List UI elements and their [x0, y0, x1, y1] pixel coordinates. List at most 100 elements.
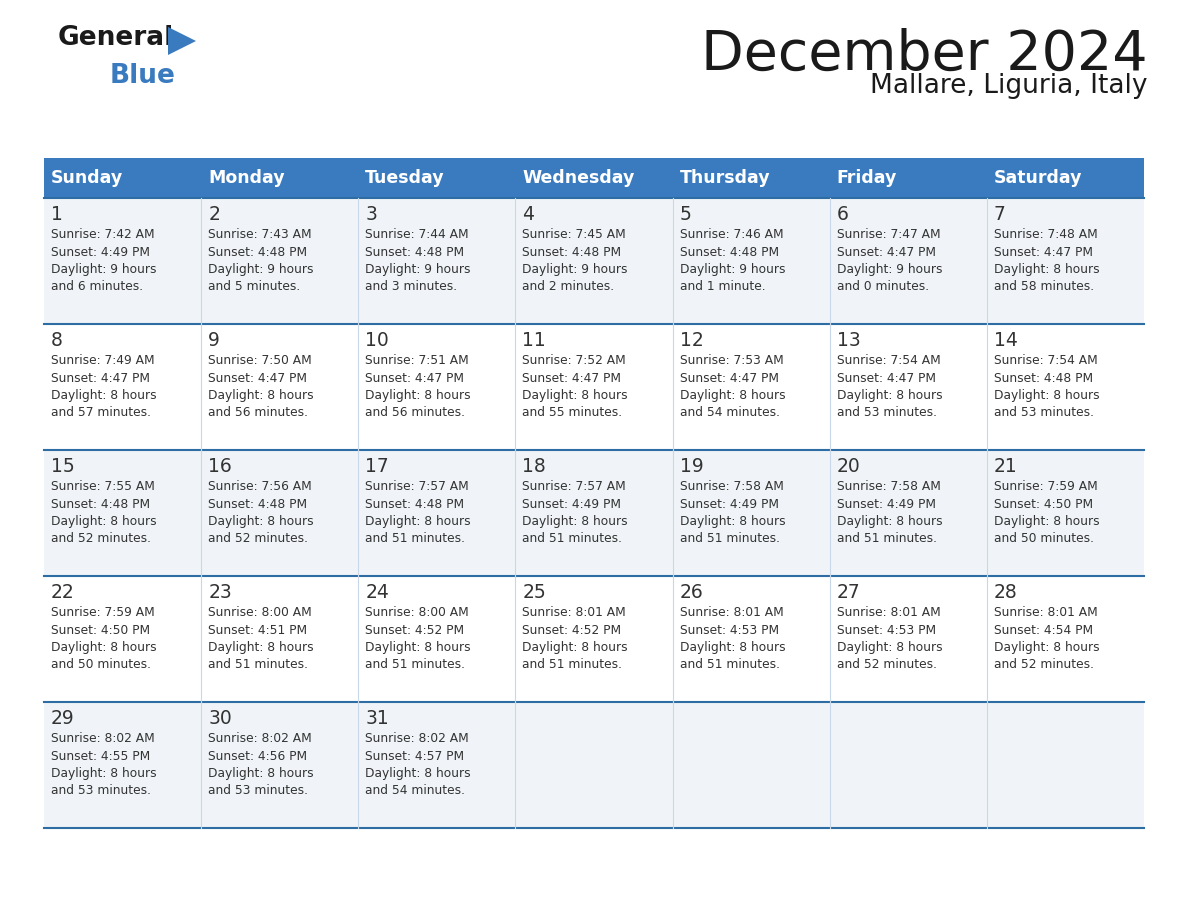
Text: Sunrise: 7:56 AM: Sunrise: 7:56 AM	[208, 480, 312, 493]
Text: Saturday: Saturday	[994, 169, 1082, 187]
Text: 16: 16	[208, 457, 232, 476]
Text: Sunrise: 7:53 AM: Sunrise: 7:53 AM	[680, 354, 783, 367]
Text: Sunset: 4:53 PM: Sunset: 4:53 PM	[680, 623, 779, 636]
Text: Sunrise: 7:58 AM: Sunrise: 7:58 AM	[836, 480, 941, 493]
Text: Daylight: 8 hours: Daylight: 8 hours	[51, 389, 157, 402]
Text: 24: 24	[366, 583, 390, 602]
Text: Sunrise: 8:01 AM: Sunrise: 8:01 AM	[680, 606, 783, 619]
Text: 18: 18	[523, 457, 546, 476]
Text: Monday: Monday	[208, 169, 285, 187]
Text: Sunset: 4:48 PM: Sunset: 4:48 PM	[366, 498, 465, 510]
Polygon shape	[168, 27, 196, 55]
Text: Sunrise: 8:01 AM: Sunrise: 8:01 AM	[994, 606, 1098, 619]
Text: 11: 11	[523, 331, 546, 350]
Text: Sunrise: 7:45 AM: Sunrise: 7:45 AM	[523, 228, 626, 241]
Bar	[44, 702, 1144, 828]
Text: Daylight: 8 hours: Daylight: 8 hours	[366, 515, 470, 528]
Text: Daylight: 8 hours: Daylight: 8 hours	[994, 263, 1100, 276]
Bar	[44, 324, 1144, 450]
Text: Sunset: 4:49 PM: Sunset: 4:49 PM	[51, 245, 150, 259]
Text: and 55 minutes.: and 55 minutes.	[523, 407, 623, 420]
Text: 31: 31	[366, 709, 390, 728]
Bar	[44, 450, 1144, 576]
Text: Sunrise: 7:54 AM: Sunrise: 7:54 AM	[994, 354, 1098, 367]
Text: Sunrise: 7:50 AM: Sunrise: 7:50 AM	[208, 354, 312, 367]
Text: Daylight: 8 hours: Daylight: 8 hours	[51, 767, 157, 780]
Text: 26: 26	[680, 583, 703, 602]
Text: Sunset: 4:57 PM: Sunset: 4:57 PM	[366, 749, 465, 763]
Text: 23: 23	[208, 583, 232, 602]
Text: and 6 minutes.: and 6 minutes.	[51, 281, 144, 294]
Text: and 2 minutes.: and 2 minutes.	[523, 281, 614, 294]
Text: 14: 14	[994, 331, 1018, 350]
Text: Sunrise: 8:00 AM: Sunrise: 8:00 AM	[208, 606, 312, 619]
Text: Sunset: 4:48 PM: Sunset: 4:48 PM	[366, 245, 465, 259]
Text: 30: 30	[208, 709, 232, 728]
Text: Sunset: 4:50 PM: Sunset: 4:50 PM	[994, 498, 1093, 510]
Text: and 3 minutes.: and 3 minutes.	[366, 281, 457, 294]
Text: Sunrise: 7:55 AM: Sunrise: 7:55 AM	[51, 480, 154, 493]
Text: Blue: Blue	[110, 63, 176, 89]
Bar	[44, 576, 1144, 702]
Text: Sunset: 4:47 PM: Sunset: 4:47 PM	[680, 372, 778, 385]
Text: Sunrise: 7:58 AM: Sunrise: 7:58 AM	[680, 480, 784, 493]
Text: 7: 7	[994, 205, 1006, 224]
Text: December 2024: December 2024	[701, 28, 1148, 82]
Text: Daylight: 8 hours: Daylight: 8 hours	[523, 389, 628, 402]
Text: Sunrise: 7:49 AM: Sunrise: 7:49 AM	[51, 354, 154, 367]
Text: Sunrise: 7:52 AM: Sunrise: 7:52 AM	[523, 354, 626, 367]
Text: 20: 20	[836, 457, 860, 476]
Text: Sunrise: 8:01 AM: Sunrise: 8:01 AM	[836, 606, 941, 619]
Text: Daylight: 9 hours: Daylight: 9 hours	[523, 263, 628, 276]
Text: 3: 3	[366, 205, 378, 224]
Text: Daylight: 8 hours: Daylight: 8 hours	[523, 515, 628, 528]
Text: 1: 1	[51, 205, 63, 224]
Text: Sunset: 4:47 PM: Sunset: 4:47 PM	[836, 245, 936, 259]
Text: Sunrise: 7:51 AM: Sunrise: 7:51 AM	[366, 354, 469, 367]
Text: Sunset: 4:55 PM: Sunset: 4:55 PM	[51, 749, 151, 763]
Text: Sunrise: 8:00 AM: Sunrise: 8:00 AM	[366, 606, 469, 619]
Text: 8: 8	[51, 331, 63, 350]
Text: 21: 21	[994, 457, 1018, 476]
Text: Sunset: 4:48 PM: Sunset: 4:48 PM	[208, 498, 308, 510]
Text: Daylight: 8 hours: Daylight: 8 hours	[366, 767, 470, 780]
Text: and 54 minutes.: and 54 minutes.	[366, 785, 466, 798]
Text: and 58 minutes.: and 58 minutes.	[994, 281, 1094, 294]
Text: and 51 minutes.: and 51 minutes.	[836, 532, 937, 545]
Text: and 51 minutes.: and 51 minutes.	[680, 532, 779, 545]
Text: and 5 minutes.: and 5 minutes.	[208, 281, 301, 294]
Text: 5: 5	[680, 205, 691, 224]
Text: Sunrise: 8:02 AM: Sunrise: 8:02 AM	[366, 732, 469, 745]
Text: Sunrise: 7:48 AM: Sunrise: 7:48 AM	[994, 228, 1098, 241]
Text: and 52 minutes.: and 52 minutes.	[51, 532, 151, 545]
Bar	[44, 198, 1144, 324]
Text: Sunset: 4:47 PM: Sunset: 4:47 PM	[994, 245, 1093, 259]
Text: 2: 2	[208, 205, 220, 224]
Text: and 52 minutes.: and 52 minutes.	[836, 658, 937, 671]
Text: Sunset: 4:49 PM: Sunset: 4:49 PM	[680, 498, 778, 510]
Text: Daylight: 8 hours: Daylight: 8 hours	[208, 389, 314, 402]
Text: and 54 minutes.: and 54 minutes.	[680, 407, 779, 420]
Text: Daylight: 8 hours: Daylight: 8 hours	[51, 515, 157, 528]
Text: Sunset: 4:56 PM: Sunset: 4:56 PM	[208, 749, 308, 763]
Text: Sunrise: 7:59 AM: Sunrise: 7:59 AM	[994, 480, 1098, 493]
Text: Sunrise: 8:02 AM: Sunrise: 8:02 AM	[51, 732, 154, 745]
Text: and 57 minutes.: and 57 minutes.	[51, 407, 151, 420]
Text: Daylight: 8 hours: Daylight: 8 hours	[208, 515, 314, 528]
Text: Sunset: 4:54 PM: Sunset: 4:54 PM	[994, 623, 1093, 636]
Text: Daylight: 8 hours: Daylight: 8 hours	[680, 389, 785, 402]
Text: Sunset: 4:47 PM: Sunset: 4:47 PM	[836, 372, 936, 385]
Text: 22: 22	[51, 583, 75, 602]
Text: and 52 minutes.: and 52 minutes.	[208, 532, 308, 545]
Text: Sunrise: 7:57 AM: Sunrise: 7:57 AM	[366, 480, 469, 493]
Text: Sunrise: 8:01 AM: Sunrise: 8:01 AM	[523, 606, 626, 619]
Text: and 53 minutes.: and 53 minutes.	[994, 407, 1094, 420]
Text: 27: 27	[836, 583, 860, 602]
Text: and 56 minutes.: and 56 minutes.	[208, 407, 308, 420]
Text: Sunset: 4:47 PM: Sunset: 4:47 PM	[366, 372, 465, 385]
Text: Daylight: 8 hours: Daylight: 8 hours	[208, 767, 314, 780]
Text: 10: 10	[366, 331, 390, 350]
Text: Mallare, Liguria, Italy: Mallare, Liguria, Italy	[871, 73, 1148, 99]
Text: Daylight: 9 hours: Daylight: 9 hours	[836, 263, 942, 276]
Text: Daylight: 8 hours: Daylight: 8 hours	[208, 641, 314, 654]
